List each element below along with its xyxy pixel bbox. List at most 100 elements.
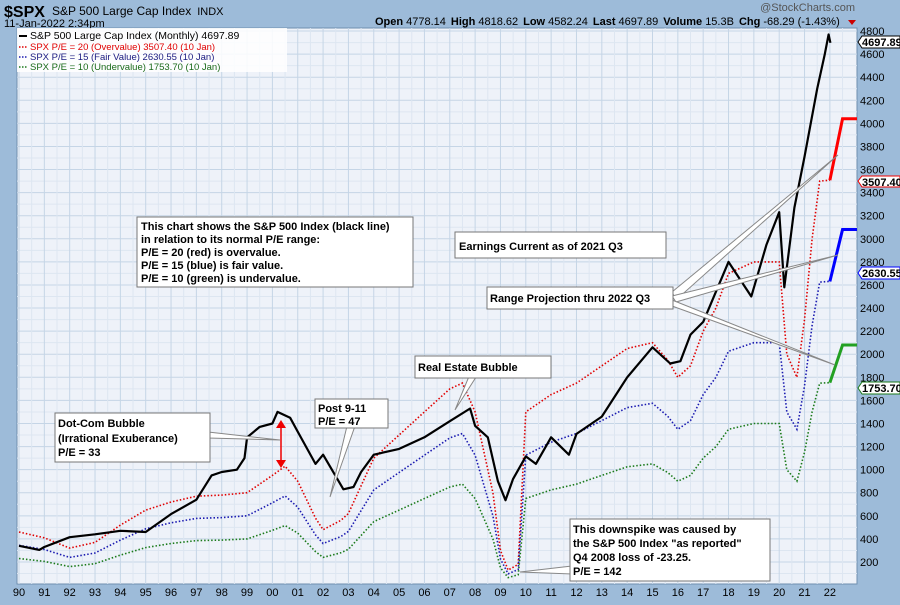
x-tick-label: 22 <box>824 587 836 599</box>
downspike-line: Q4 2008 loss of -23.25. <box>573 552 691 564</box>
y-tick-label: 4600 <box>860 49 884 61</box>
post911-line: Post 9-11 <box>318 403 366 415</box>
callout-pointers <box>207 154 839 575</box>
x-tick-label: 03 <box>342 587 354 599</box>
copyright: @StockCharts.com <box>760 2 855 14</box>
downspike-line: P/E = 142 <box>573 566 622 578</box>
projection-line-pe15 <box>828 228 857 282</box>
exchange: INDX <box>197 6 224 18</box>
tag-index: 4697.89 <box>862 37 900 49</box>
x-tick-label: 97 <box>190 587 202 599</box>
x-axis: 90 91 92 93 94 95 96 97 98 99 00 01 02 03 04 05 06 07 08 09… <box>13 587 836 599</box>
dotcom-line: P/E = 33 <box>58 447 101 459</box>
volume-value: 15.3B <box>705 16 734 28</box>
legend-background <box>17 28 287 72</box>
downspike-box <box>569 518 771 582</box>
arrow-down-icon <box>276 460 286 468</box>
x-tick-label: 17 <box>697 587 709 599</box>
pe-gap-double-arrow <box>276 420 286 468</box>
info-line: P/E = 20 (red) is overvalue. <box>141 247 281 259</box>
symbol: $SPX <box>4 4 45 21</box>
post911-box <box>314 398 389 429</box>
x-tick-label: 20 <box>773 587 785 599</box>
x-tick-label: 98 <box>216 587 228 599</box>
tag-pe20: 3507.40 <box>862 177 900 189</box>
arrow-up-icon <box>276 420 286 428</box>
x-tick-label: 07 <box>444 587 456 599</box>
tag-frame-pe10 <box>857 381 900 395</box>
quote-line: Open 4778.14 High 4818.62 Low 4582.24 Last 4697… <box>375 16 840 28</box>
y-tick-label: 2000 <box>860 349 884 361</box>
projection-line-pe20 <box>828 117 857 181</box>
y-tick-label: 4800 <box>860 26 884 38</box>
x-tick-label: 00 <box>266 587 278 599</box>
x-tick-label: 93 <box>89 587 101 599</box>
volume-label: Volume <box>663 16 702 28</box>
tag-frame-pe15 <box>857 266 900 280</box>
y-tick-label: 800 <box>860 488 878 500</box>
y-tick-label: 200 <box>860 557 878 569</box>
x-tick-label: 94 <box>114 587 126 599</box>
legend-item-index: S&P 500 Large Cap Index (Monthly) 4697.8… <box>30 30 240 42</box>
y-tick-label: 3200 <box>860 211 884 223</box>
y-tick-label: 2400 <box>860 303 884 315</box>
y-tick-label: 1000 <box>860 465 884 477</box>
dotcom-box <box>54 412 211 463</box>
y-tick-label: 3600 <box>860 165 884 177</box>
post911-line: P/E = 47 <box>318 416 361 428</box>
dotcom-line: (Irrational Exuberance) <box>58 433 178 445</box>
legend-item-pe15: SPX P/E = 15 (Fair Value) 2630.55 (10 Ja… <box>30 52 214 63</box>
info-line: P/E = 10 (green) is undervalue. <box>141 273 301 285</box>
x-tick-label: 10 <box>520 587 532 599</box>
x-tick-label: 09 <box>494 587 506 599</box>
dotcom-line: Dot-Com Bubble <box>58 418 145 430</box>
value-tags: 4697.89 3507.40 2630.55 1753.70 <box>857 35 900 395</box>
tag-frame-pe20 <box>857 175 900 188</box>
series-line-pe20 <box>18 179 830 572</box>
x-tick-label: 02 <box>317 587 329 599</box>
earnings-note: Earnings Current as of 2021 Q3 <box>459 241 623 253</box>
x-tick-label: 01 <box>292 587 304 599</box>
x-tick-label: 18 <box>722 587 734 599</box>
legend-item-pe10: SPX P/E = 10 (Undervalue) 1753.70 (10 Ja… <box>30 62 220 73</box>
chg-value: -68.29 (-1.43%) <box>763 16 839 28</box>
x-tick-label: 91 <box>38 587 50 599</box>
info-line: in relation to its normal P/E range: <box>141 234 320 246</box>
legend-item-pe20: SPX P/E = 20 (Overvalue) 3507.40 (10 Jan… <box>30 42 215 53</box>
low-label: Low <box>523 16 545 28</box>
open-label: Open <box>375 16 403 28</box>
y-tick-label: 2600 <box>860 280 884 292</box>
tag-frame-index <box>857 35 900 49</box>
series-layer <box>18 33 857 579</box>
legend: S&P 500 Large Cap Index (Monthly) 4697.8… <box>17 28 287 73</box>
chg-label: Chg <box>739 16 760 28</box>
info-line: P/E = 15 (blue) is fair value. <box>141 260 283 272</box>
projection-pointer-blue <box>671 254 839 303</box>
downspike-line: This downspike was caused by <box>573 524 737 536</box>
real-estate-box <box>414 355 552 379</box>
y-tick-label: 4000 <box>860 118 884 130</box>
info-box: This chart shows the S&P 500 Index (blac… <box>136 216 414 288</box>
x-tick-label: 16 <box>672 587 684 599</box>
y-tick-label: 1800 <box>860 372 884 384</box>
x-tick-label: 12 <box>570 587 582 599</box>
x-tick-label: 21 <box>798 587 810 599</box>
open-value: 4778.14 <box>406 16 446 28</box>
high-label: High <box>451 16 476 28</box>
high-value: 4818.62 <box>478 16 518 28</box>
x-tick-label: 08 <box>469 587 481 599</box>
x-tick-label: 04 <box>368 587 380 599</box>
downspike-line: the S&P 500 Index "as reported" <box>573 538 742 550</box>
x-tick-label: 13 <box>596 587 608 599</box>
x-tick-label: 96 <box>165 587 177 599</box>
x-tick-label: 06 <box>418 587 430 599</box>
y-tick-label: 3000 <box>860 234 884 246</box>
tag-pe15: 2630.55 <box>862 268 900 280</box>
x-tick-label: 05 <box>393 587 405 599</box>
x-tick-label: 95 <box>140 587 152 599</box>
last-label: Last <box>593 16 616 28</box>
real-estate-note: Real Estate Bubble <box>418 362 518 374</box>
series-line-index <box>18 33 832 551</box>
projection-line-pe10 <box>828 343 857 384</box>
down-arrow-icon <box>848 20 856 25</box>
